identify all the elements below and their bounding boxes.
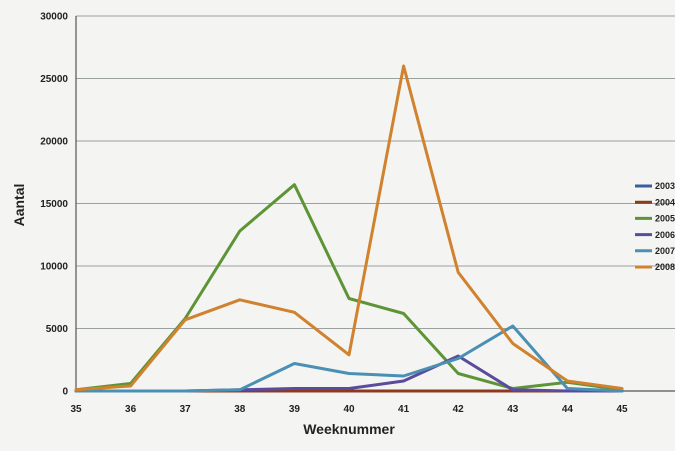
legend-label-2006: 2006 <box>655 230 675 240</box>
y-tick-label-30000: 30000 <box>40 12 68 23</box>
x-tick-label-41: 41 <box>398 404 410 415</box>
x-tick-label-37: 37 <box>180 404 192 415</box>
y-tick-label-20000: 20000 <box>40 137 68 148</box>
x-tick-label-43: 43 <box>507 404 519 415</box>
y-tick-label-5000: 5000 <box>46 324 69 335</box>
y-tick-label-0: 0 <box>62 387 68 398</box>
x-tick-label-42: 42 <box>453 404 465 415</box>
axes: 0 5000 10000 15000 20000 25000 30000 35 36 37 38 39… <box>40 12 628 416</box>
x-tick-label-39: 39 <box>289 404 301 415</box>
legend-label-2007: 2007 <box>655 246 675 256</box>
x-tick-label-45: 45 <box>616 404 628 415</box>
legend-label-2003: 2003 <box>655 181 675 191</box>
gridlines <box>76 15 675 392</box>
legend-label-2005: 2005 <box>655 214 675 224</box>
x-tick-label-40: 40 <box>343 404 355 415</box>
y-axis-title: Aantal <box>11 184 27 227</box>
series-lines <box>74 64 624 393</box>
x-tick-label-44: 44 <box>562 404 574 415</box>
series-line-2008 <box>74 64 624 392</box>
y-tick-label-10000: 10000 <box>40 262 68 273</box>
x-tick-label-38: 38 <box>234 404 246 415</box>
legend-label-2008: 2008 <box>655 262 675 272</box>
legend-label-2004: 2004 <box>655 197 675 207</box>
series-line-2007 <box>74 324 624 393</box>
y-tick-label-25000: 25000 <box>40 74 68 85</box>
y-tick-label-15000: 15000 <box>40 199 68 210</box>
legend: 2003 2004 2005 2006 2007 2008 <box>635 181 675 272</box>
x-tick-label-36: 36 <box>125 404 137 415</box>
x-tick-label-35: 35 <box>70 404 82 415</box>
x-axis-title: Weeknummer <box>303 421 395 437</box>
